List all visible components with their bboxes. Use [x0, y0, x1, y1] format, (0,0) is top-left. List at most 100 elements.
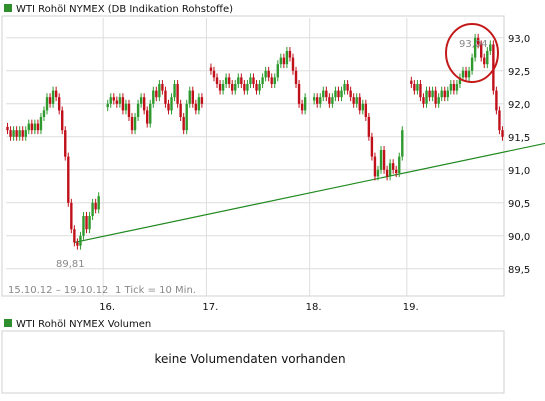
candle-body [231, 84, 234, 91]
x-axis: 16. 17. 18. 19. [99, 302, 419, 313]
candle-body [476, 37, 480, 45]
candle-body [401, 130, 404, 157]
candle-body [480, 44, 483, 58]
candle-body [367, 117, 371, 137]
candle-body [319, 97, 322, 104]
candle-body [246, 84, 249, 91]
y-tick-label: 90,5 [508, 199, 530, 210]
y-tick-label: 93,0 [508, 34, 530, 45]
candle-body [498, 110, 501, 131]
candle-body [139, 97, 143, 104]
candle-body [325, 90, 328, 98]
x-tick-label: 17. [202, 302, 218, 313]
candle-body [234, 84, 237, 91]
candle-body [346, 84, 349, 91]
candle-body [79, 235, 82, 246]
candle-body [473, 37, 477, 58]
candle-body [155, 90, 158, 98]
candle-body [410, 80, 413, 84]
candle-body [258, 84, 261, 91]
candle-body [24, 130, 27, 137]
tick-interval: 1 Tick = 10 Min. [115, 285, 196, 296]
candle-body [36, 123, 40, 131]
candle-body [106, 103, 109, 108]
highlight-circle [445, 23, 499, 83]
candle-body [73, 229, 76, 243]
candle-body [334, 90, 337, 98]
candle-body [64, 130, 67, 157]
candle-body [501, 130, 504, 137]
candle-body [173, 84, 176, 98]
candle-body [27, 123, 30, 131]
candle-body [489, 44, 492, 51]
x-tick-label: 16. [99, 302, 115, 313]
candle-body [15, 130, 18, 137]
candle-body [255, 84, 258, 91]
candle-body [146, 110, 149, 124]
candle-body [227, 77, 231, 84]
candle-body [149, 103, 152, 124]
candle-body [136, 103, 140, 117]
candle-body [322, 90, 325, 98]
candle-body [212, 70, 216, 78]
candle-body [364, 103, 368, 117]
date-range: 15.10.12 – 19.10.12 [8, 285, 108, 296]
candle-body [191, 90, 194, 104]
candle-body [440, 90, 443, 98]
volume-empty-message: keine Volumendaten vorhanden [154, 352, 346, 366]
candle-body [182, 117, 185, 131]
candle-body [492, 44, 495, 91]
y-tick-label: 92,5 [508, 67, 530, 78]
candle-body [243, 84, 246, 91]
candle-body [273, 77, 276, 84]
candle-body [495, 90, 498, 111]
candle-body [312, 97, 316, 101]
candle-body [30, 123, 34, 131]
candle-body [39, 117, 43, 131]
grid [6, 18, 504, 296]
candle-body [419, 84, 422, 98]
candle-body [431, 90, 434, 98]
candle-body [300, 103, 304, 111]
candle-body [316, 97, 319, 104]
candle-body [124, 103, 128, 111]
candle-body [331, 97, 334, 104]
candle-body [112, 97, 115, 101]
candle-body [434, 90, 437, 104]
candle-body [48, 97, 52, 104]
candle-body [179, 103, 182, 117]
candle-body [270, 77, 273, 84]
candle-body [267, 70, 270, 78]
candle-body [121, 97, 125, 111]
candle-body [349, 90, 352, 98]
candle-body [51, 90, 55, 104]
candle-body [288, 51, 292, 58]
y-tick-label: 91,0 [508, 166, 530, 177]
candle-body [446, 90, 449, 98]
volume-legend-swatch [4, 319, 12, 327]
candle-body [376, 169, 380, 177]
candle-body [85, 216, 88, 230]
candle-body [467, 70, 471, 78]
candle-body [18, 130, 21, 137]
candle-body [373, 156, 377, 177]
candle-body [164, 90, 167, 104]
candle-body [170, 97, 173, 111]
candle-body [94, 202, 97, 210]
candle-body [461, 70, 465, 78]
candle-body [9, 130, 12, 137]
candle-body [82, 216, 85, 236]
candle-body [355, 97, 358, 104]
candle-body [361, 103, 364, 111]
candle-body [185, 103, 188, 131]
candle-body [458, 77, 462, 84]
candle-body [127, 103, 131, 117]
candle-body [188, 90, 191, 104]
candle-body [45, 97, 49, 111]
candle-body [388, 163, 392, 177]
y-axis: 89,5 90,0 90,5 91,0 91,5 92,0 92,5 93,0 [508, 34, 530, 276]
candle-body [240, 77, 243, 84]
candle-body [398, 156, 401, 174]
trendline-group [74, 142, 545, 243]
candle-body [282, 57, 286, 65]
